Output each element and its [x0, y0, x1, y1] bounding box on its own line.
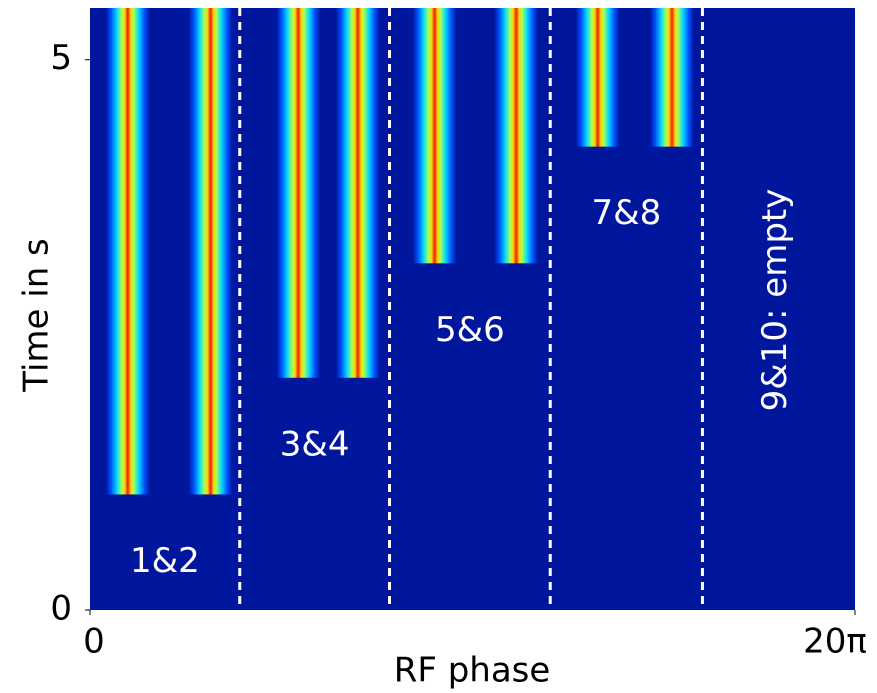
group-label: 3&4: [280, 424, 350, 464]
bunch-trace: [649, 8, 694, 147]
y-tick-label: 5: [50, 38, 72, 78]
y-tick-label: 0: [50, 589, 72, 629]
bunch-trace: [276, 8, 321, 378]
x-tick-label: 20π: [803, 622, 867, 662]
group-label: 5&6: [435, 310, 505, 350]
group-label: 7&8: [591, 193, 661, 233]
bunch-trace: [105, 8, 150, 495]
bunch-trace: [412, 8, 457, 264]
group-label: 1&2: [130, 541, 200, 581]
y-axis-label: Time in s: [17, 238, 57, 393]
x-axis-label: RF phase: [394, 651, 551, 691]
group-label: 9&10: empty: [755, 189, 795, 412]
bunch-trace: [494, 8, 539, 264]
x-tick-label: 0: [83, 622, 105, 662]
bunch-trace: [188, 8, 233, 495]
bunch-trace: [335, 8, 380, 378]
bunch-trace: [575, 8, 620, 147]
